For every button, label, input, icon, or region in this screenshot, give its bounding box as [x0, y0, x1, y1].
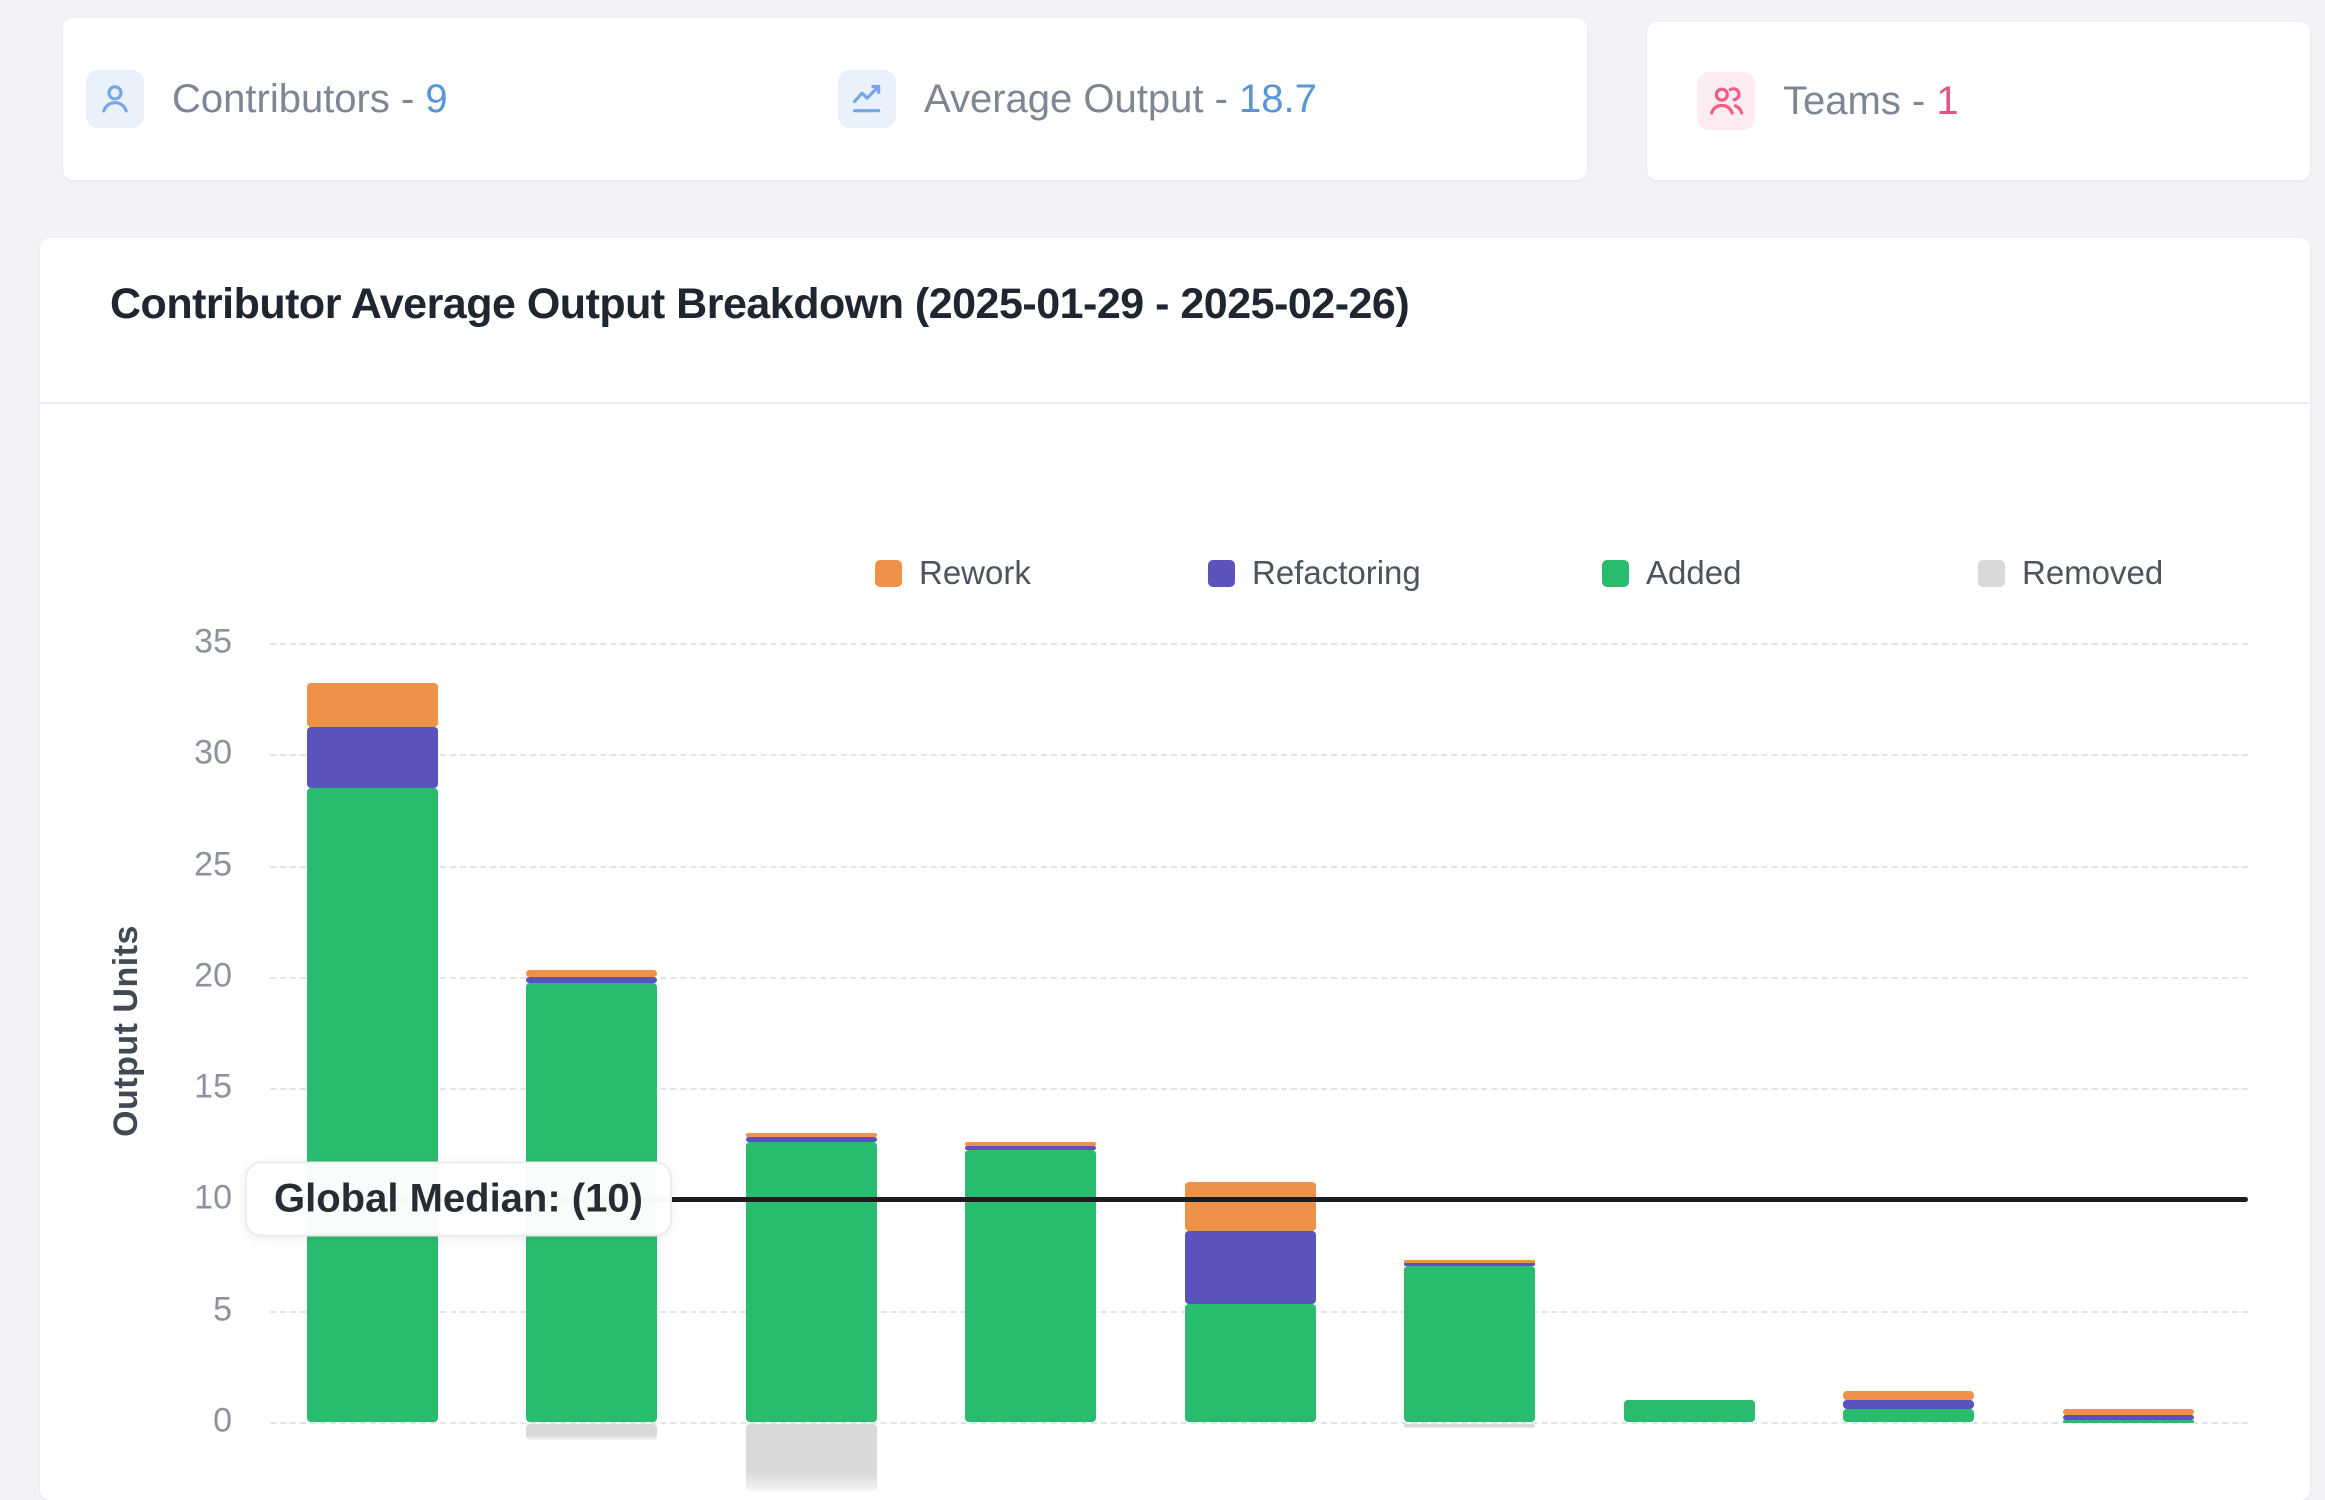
bar-1-rework-segment[interactable] [307, 682, 438, 728]
legend-swatch-refactoring [1208, 559, 1235, 587]
bar-8-added-segment[interactable] [1843, 1408, 1974, 1422]
legend-swatch-rework [875, 559, 902, 587]
stat-teams-text: Teams - 1 [1783, 79, 1959, 124]
user-icon [86, 70, 144, 128]
bar-5-rework-segment[interactable] [1185, 1181, 1316, 1231]
bar-8-rework-segment[interactable] [1843, 1390, 1974, 1400]
bar-6-refactoring-segment[interactable] [1404, 1261, 1535, 1267]
trend-chart-icon [838, 70, 896, 128]
y-tick-label: 0 [213, 1401, 232, 1440]
stat-teams: Teams - 1 [1697, 22, 1959, 180]
y-tick-label: 35 [194, 622, 232, 661]
bar-3-added-segment[interactable] [746, 1141, 877, 1422]
bar-9-rework-segment[interactable] [2063, 1408, 2194, 1416]
bar-2-refactoring-segment[interactable] [526, 976, 657, 984]
legend-label: Removed [2022, 554, 2164, 591]
legend-label: Added [1646, 554, 1742, 591]
bar-3-removed-segment[interactable] [746, 1424, 877, 1491]
stats-card: Contributors - 9 Average Output - 18.7 [63, 18, 1587, 180]
stat-contributors: Contributors - 9 [86, 18, 448, 180]
stat-contributors-text: Contributors - 9 [172, 77, 448, 122]
bar-6-added-segment[interactable] [1404, 1266, 1535, 1422]
teams-card: Teams - 1 [1647, 22, 2310, 180]
gridline [270, 865, 2248, 868]
bar-4-added-segment[interactable] [965, 1150, 1096, 1422]
stat-teams-label: Teams - [1783, 78, 1937, 123]
bar-5-refactoring-segment[interactable] [1185, 1230, 1316, 1305]
legend-swatch-removed [1978, 559, 2005, 587]
bar-7-added-segment[interactable] [1624, 1399, 1755, 1422]
global-median-label: Global Median: (10) [245, 1161, 672, 1237]
stat-average-output-label: Average Output - [924, 76, 1239, 121]
chart-title: Contributor Average Output Breakdown (20… [110, 280, 1410, 328]
legend-item-removed[interactable]: Removed [1978, 554, 2163, 592]
gridline [270, 1422, 2248, 1424]
bar-3-rework-segment[interactable] [746, 1132, 877, 1138]
stat-contributors-label: Contributors - [172, 76, 426, 121]
bar-5-added-segment[interactable] [1185, 1304, 1316, 1422]
stat-average-output-value: 18.7 [1239, 76, 1317, 121]
bar-3-refactoring-segment[interactable] [746, 1137, 877, 1142]
gridline [270, 976, 2248, 979]
stat-contributors-value: 9 [425, 76, 448, 121]
global-median-line [270, 1197, 2248, 1203]
y-tick-label: 25 [194, 845, 232, 884]
stacked-bar-chart: 0 5 10 15 20 25 30 35 Rework Refactoring Added Remo… [40, 238, 2310, 1500]
y-tick-label: 30 [194, 733, 232, 772]
y-tick-label: 20 [194, 956, 232, 995]
legend-item-refactoring[interactable]: Refactoring [1208, 554, 1421, 592]
legend-label: Refactoring [1252, 554, 1421, 591]
bar-6-removed-segment[interactable] [1404, 1424, 1535, 1429]
bar-2-removed-segment[interactable] [526, 1424, 657, 1440]
legend-item-rework[interactable]: Rework [875, 554, 1031, 592]
gridline [270, 1088, 2248, 1091]
bar-6-rework-segment[interactable] [1404, 1259, 1535, 1263]
legend-label: Rework [919, 554, 1031, 591]
bar-8-refactoring-segment[interactable] [1843, 1399, 1974, 1409]
y-tick-label: 15 [194, 1067, 232, 1106]
chart-card: Contributor Average Output Breakdown (20… [40, 238, 2310, 1500]
bar-9-refactoring-segment[interactable] [2063, 1415, 2194, 1420]
bar-4-refactoring-segment[interactable] [965, 1145, 1096, 1151]
bar-1-refactoring-segment[interactable] [307, 727, 438, 788]
stat-teams-value: 1 [1936, 78, 1959, 123]
bar-2-rework-segment[interactable] [526, 970, 657, 977]
stat-average-output-text: Average Output - 18.7 [924, 77, 1317, 122]
gridline [270, 754, 2248, 757]
legend-item-added[interactable]: Added [1602, 554, 1741, 592]
bar-4-rework-segment[interactable] [965, 1141, 1096, 1146]
bar-1-added-segment[interactable] [307, 787, 438, 1422]
legend-swatch-added [1602, 559, 1629, 587]
divider [40, 402, 2310, 404]
y-tick-label: 5 [213, 1290, 232, 1329]
gridline [270, 642, 2248, 645]
bar-9-added-segment[interactable] [2063, 1419, 2194, 1423]
stat-average-output: Average Output - 18.7 [838, 18, 1317, 180]
team-icon [1697, 72, 1755, 130]
y-tick-label: 10 [194, 1179, 232, 1218]
